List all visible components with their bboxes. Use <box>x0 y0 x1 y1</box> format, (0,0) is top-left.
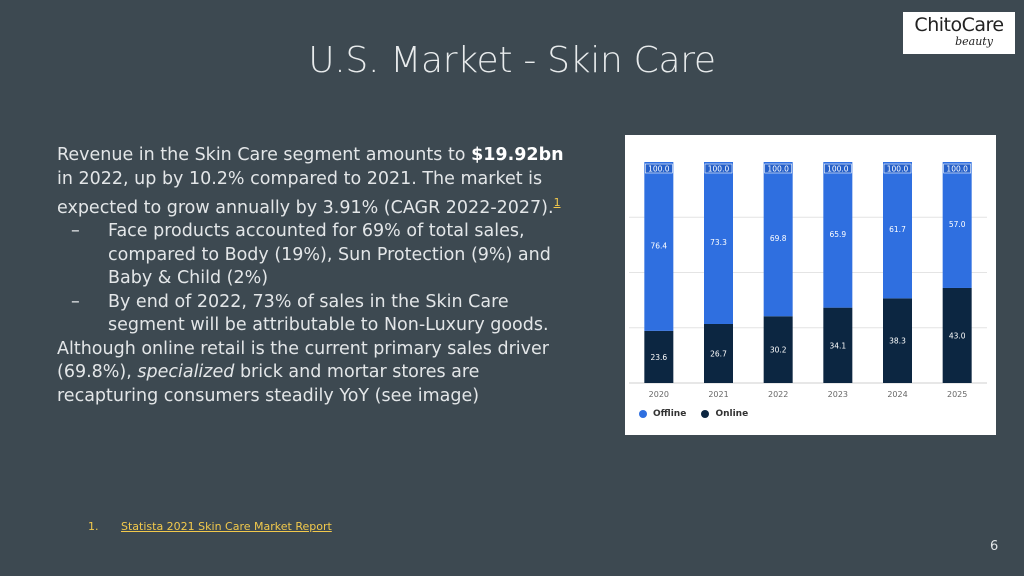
footnote: 1. Statista 2021 Skin Care Market Report <box>88 520 332 533</box>
bar-offline-2025 <box>942 162 972 288</box>
total-label-box-2023 <box>824 163 852 174</box>
bullet-dash: – <box>71 291 80 312</box>
legend-dot-online <box>701 410 710 418</box>
total-label-box-2020 <box>645 163 673 174</box>
chart-image: 100.0 76.4 23.6 2020 100.0 73.3 26.7 2021 100.0 6… <box>625 135 996 435</box>
bar-offline-2021 <box>704 162 733 324</box>
offline-value-label-2025: 57.0 <box>949 220 966 229</box>
x-tick-label-2025: 2025 <box>947 390 967 399</box>
x-tick-label-2021: 2021 <box>708 390 728 399</box>
offline-value-label-2022: 69.8 <box>770 234 787 243</box>
online-value-label-2021: 26.7 <box>710 349 727 358</box>
online-text-italic: specialized <box>137 362 235 383</box>
bullet-text: Face products accounted for 69% of total… <box>108 221 551 289</box>
legend-label-online: Online <box>715 409 749 419</box>
online-value-label-2022: 30.2 <box>770 346 787 355</box>
stacked-bar-chart: 100.0 76.4 23.6 2020 100.0 73.3 26.7 2021 100.0 6… <box>629 162 987 399</box>
bar-online-2024 <box>883 298 912 383</box>
x-tick-label-2024: 2024 <box>887 390 907 399</box>
brand-logo: ChitoCare beauty <box>903 12 1015 54</box>
bar-online-2025 <box>942 287 972 383</box>
total-label-box-2021 <box>704 163 733 174</box>
x-tick-label-2023: 2023 <box>828 390 848 399</box>
bar-offline-2020 <box>644 162 674 331</box>
total-label-box-2022 <box>764 163 792 174</box>
online-value-label-2024: 38.3 <box>889 337 906 346</box>
total-label-2022: 100.0 <box>767 165 789 174</box>
total-label-2020: 100.0 <box>648 165 670 174</box>
logo-sub-text: beauty <box>955 35 993 48</box>
bullet-item: – Face products accounted for 69% of tota… <box>57 220 567 291</box>
offline-value-label-2020: 76.4 <box>650 241 667 250</box>
bullet-item: – By end of 2022, 73% of sales in the Ski… <box>57 291 567 338</box>
total-label-2021: 100.0 <box>708 165 730 174</box>
x-tick-label-2020: 2020 <box>649 390 669 399</box>
footnote-number: 1. <box>88 520 99 533</box>
offline-value-label-2021: 73.3 <box>710 238 727 247</box>
revenue-text-a: Revenue in the Skin Care segment amounts… <box>57 145 472 165</box>
page-number: 6 <box>990 539 999 554</box>
legend-label-offline: Offline <box>653 409 687 419</box>
bar-offline-2022 <box>763 162 793 317</box>
footnote-link[interactable]: Statista 2021 Skin Care Market Report <box>121 520 332 533</box>
body-text: Revenue in the Skin Care segment amounts… <box>57 144 567 408</box>
online-value-label-2020: 23.6 <box>650 353 667 362</box>
online-value-label-2023: 34.1 <box>829 341 846 350</box>
slide-title: U.S. Market - Skin Care <box>308 40 716 81</box>
total-label-2025: 100.0 <box>946 165 968 174</box>
offline-value-label-2023: 65.9 <box>829 230 846 239</box>
logo-brand-text: ChitoCare <box>914 14 1004 36</box>
bar-online-2022 <box>763 316 793 383</box>
online-value-label-2025: 43.0 <box>949 331 966 340</box>
legend-item-offline: Offline <box>639 409 686 419</box>
legend-item-online: Online <box>701 409 748 419</box>
revenue-text-b: in 2022, up by 10.2% compared to 2021. T… <box>57 168 554 218</box>
paragraph-online-retail: Although online retail is the current pr… <box>57 338 567 409</box>
total-label-box-2025 <box>943 163 971 174</box>
bar-online-2023 <box>823 307 853 383</box>
bar-offline-2024 <box>883 162 912 299</box>
online-text-a: Although online retail is the current pr… <box>57 338 549 383</box>
footnote-ref-link[interactable]: 1 <box>553 196 561 209</box>
bullet-text: By end of 2022, 73% of sales in the Skin… <box>108 291 549 336</box>
x-tick-label-2022: 2022 <box>768 390 788 399</box>
paragraph-revenue: Revenue in the Skin Care segment amounts… <box>57 144 567 220</box>
bar-online-2020 <box>644 330 674 383</box>
online-text-b: brick and mortar stores are recapturing … <box>57 362 480 406</box>
total-label-box-2024 <box>883 163 912 174</box>
total-label-2023: 100.0 <box>827 165 849 174</box>
bullet-dash: – <box>71 221 80 242</box>
bar-online-2021 <box>704 323 733 383</box>
legend-dot-offline <box>639 410 647 418</box>
total-label-2024: 100.0 <box>887 165 909 174</box>
bar-offline-2023 <box>823 162 853 308</box>
offline-value-label-2024: 61.7 <box>889 225 906 234</box>
chart-legend: Offline Online <box>639 409 760 421</box>
revenue-amount: $19.92bn <box>471 145 564 165</box>
